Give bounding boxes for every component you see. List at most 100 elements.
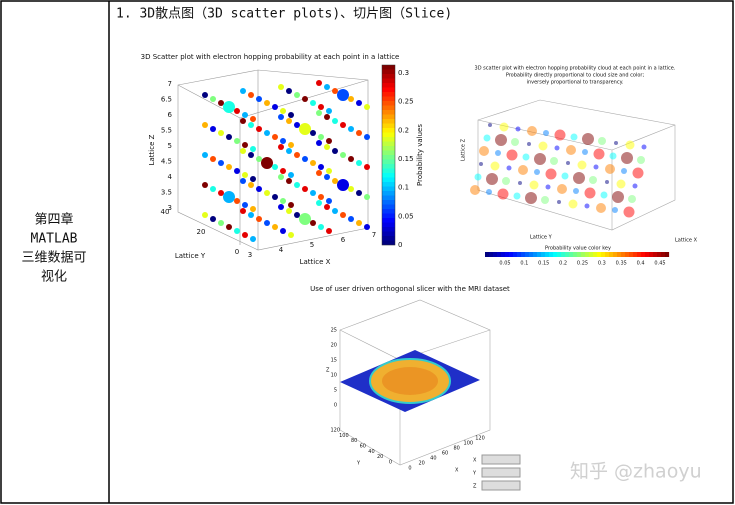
scatter-point (294, 182, 300, 188)
cloud-point (566, 145, 576, 155)
cloud-point (566, 161, 570, 165)
colorbar-cell (585, 252, 590, 257)
x-axis-label: Lattice X (675, 238, 698, 244)
scatter-point (324, 84, 330, 90)
y-axis-label: Y (356, 461, 361, 467)
colorbar-tick-label: 0.25 (577, 261, 588, 267)
scatter-point (248, 122, 254, 128)
colorbar-tick-label: 0.15 (398, 155, 414, 163)
scatter-point (332, 118, 338, 124)
colorbar-cell (573, 252, 578, 257)
scatter-point (234, 198, 240, 204)
x-tick-label: 80 (453, 446, 459, 452)
cloud-point (534, 169, 540, 175)
scatter-point (261, 157, 273, 169)
colorbar-cell (605, 252, 610, 257)
cloud-point (545, 184, 551, 190)
z-tick-label: 15 (331, 358, 337, 364)
colorbar-label: Probability values (416, 124, 424, 186)
scatter-point (364, 164, 370, 170)
scatter-point (356, 100, 362, 106)
scatter-point (264, 220, 270, 226)
slider[interactable] (481, 480, 521, 491)
colorbar-cell (382, 87, 395, 93)
colorbar-cell (382, 236, 395, 241)
colorbar-cell (553, 252, 558, 257)
cloud-point (614, 141, 618, 145)
scatter-point (210, 186, 216, 192)
scatter-point (264, 130, 270, 136)
cloud-point (632, 183, 638, 189)
scatter-point (248, 212, 254, 218)
colorbar-cell (529, 252, 534, 257)
colorbar-cell (653, 252, 658, 257)
colorbar-cell (382, 105, 395, 111)
y-tick-label: 20 (197, 228, 206, 236)
y-axis-label: Lattice Y (175, 252, 206, 260)
slider[interactable] (481, 467, 521, 478)
colorbar-cell (645, 252, 650, 257)
scatter-point (340, 122, 346, 128)
scatter-point (302, 96, 308, 102)
scatter-point (288, 112, 294, 118)
z-tick-label: 25 (331, 328, 337, 334)
cloud-point (499, 122, 509, 132)
colorbar-cell (382, 69, 395, 75)
scatter-point (242, 232, 248, 238)
x-tick-label: 60 (442, 451, 448, 457)
scatter-point (294, 212, 300, 218)
scatter-point (234, 168, 240, 174)
slider[interactable] (481, 454, 521, 465)
scatter-point (218, 100, 224, 106)
colorbar-tick-label: 0.3 (398, 69, 409, 77)
colorbar-tick-label: 0.2 (559, 261, 567, 267)
colorbar-cell (633, 252, 638, 257)
colorbar-cell (513, 252, 518, 257)
scatter-point (356, 190, 362, 196)
colorbar-cell (557, 252, 562, 257)
scatter-point (332, 178, 338, 184)
cloud-point (479, 162, 483, 166)
cloud-point (511, 138, 519, 146)
fig2-title: inversely proportional to transparency. (527, 80, 624, 86)
cloud-point (605, 164, 615, 174)
colorbar-cell (565, 252, 570, 257)
colorbar-cell (613, 252, 618, 257)
scatter-point (280, 168, 286, 174)
cloud-point (513, 192, 521, 200)
scatter-point (302, 156, 308, 162)
scatter-point (348, 216, 354, 222)
cloud-point (541, 196, 549, 204)
z-tick-label: 10 (331, 373, 337, 379)
scatter-point (324, 114, 330, 120)
colorbar-cell (661, 252, 666, 257)
fig2-cloud (470, 122, 647, 218)
scatter-point (280, 228, 286, 234)
scatter-point (326, 168, 332, 174)
fig2-axes-box (477, 99, 676, 231)
cloud-point (625, 140, 635, 150)
colorbar-cell (382, 182, 395, 187)
z-tick-label: 20 (331, 343, 337, 349)
scatter-point (310, 190, 316, 196)
scatter-point (337, 179, 349, 191)
colorbar-cell (382, 159, 395, 165)
slider-label: Z (473, 484, 477, 490)
colorbar-cell (485, 252, 490, 257)
scatter-point (316, 110, 322, 116)
scatter-point (340, 152, 346, 158)
colorbar-cell (382, 204, 395, 210)
scatter-point (318, 224, 324, 230)
colorbar-cell (621, 252, 626, 257)
z-axis-label: Z (326, 368, 330, 374)
cloud-point (529, 180, 539, 190)
cloud-point (582, 133, 594, 145)
scatter-point (250, 206, 256, 212)
scatter-point (272, 134, 278, 140)
scatter-point (272, 194, 278, 200)
colorbar-tick-label: 0 (398, 241, 402, 249)
scatter-point (226, 134, 232, 140)
colorbar-tick-label: 0.35 (616, 261, 627, 267)
cloud-point (557, 184, 567, 194)
